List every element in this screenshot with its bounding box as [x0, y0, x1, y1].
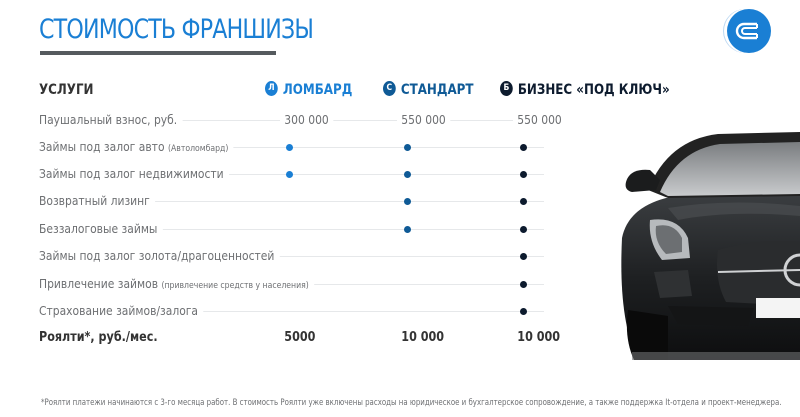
- page-title: СТОИМОСТЬ ФРАНШИЗЫ: [39, 14, 314, 45]
- table-row: Займы под залог золота/драгоценностей: [39, 246, 544, 266]
- value-standard: 550 000: [397, 112, 451, 127]
- included-dot-standard: [404, 226, 411, 233]
- company-logo-icon: [727, 9, 771, 53]
- included-dot-standard: [404, 171, 411, 178]
- row-label: Паушальный взнос, руб.: [39, 112, 183, 127]
- table-row: Паушальный взнос, руб. 300 000 550 000 5…: [39, 110, 567, 130]
- row-note: (привлечение средств у населения): [161, 281, 309, 291]
- services-header: УСЛУГИ: [39, 82, 94, 98]
- plan-header-business: Б БИЗНЕС «ПОД КЛЮЧ»: [500, 80, 670, 98]
- plan-badge-icon: Л: [265, 80, 278, 96]
- included-dot-business: [520, 198, 527, 205]
- row-label: Привлечение займов (привлечение средств …: [39, 276, 314, 291]
- table-row: Привлечение займов (привлечение средств …: [39, 274, 544, 294]
- royalty-label: Роялти*, руб./мес.: [39, 330, 163, 345]
- plan-header-standard: С СТАНДАРТ: [383, 80, 474, 98]
- value-business: 550 000: [513, 112, 567, 127]
- included-dot-business: [520, 171, 527, 178]
- row-divider: [39, 229, 544, 230]
- title-underline: [40, 51, 276, 55]
- included-dot-business: [520, 144, 527, 151]
- row-label: Страхование займов/залога: [39, 303, 204, 318]
- table-row: Возвратный лизинг: [39, 191, 544, 211]
- included-dot-business: [520, 281, 527, 288]
- row-divider: [39, 201, 544, 202]
- row-divider: [39, 311, 544, 312]
- table-row: Страхование займов/залога: [39, 301, 544, 321]
- plan-name: БИЗНЕС «ПОД КЛЮЧ»: [517, 82, 670, 98]
- royalty-standard: 10 000: [397, 330, 449, 345]
- royalty-lombard: 5000: [280, 330, 320, 345]
- row-label: Займы под залог золота/драгоценностей: [39, 248, 280, 263]
- plan-name: СТАНДАРТ: [400, 82, 474, 98]
- included-dot-lombard: [286, 144, 293, 151]
- row-note: (Автоломбард): [167, 144, 229, 154]
- row-label: Беззалоговые займы: [39, 221, 163, 236]
- row-divider: [39, 256, 544, 257]
- included-dot-lombard: [286, 171, 293, 178]
- car-image: [608, 120, 800, 375]
- row-label: Займы под залог авто (Автоломбард): [39, 139, 234, 154]
- row-label: Возвратный лизинг: [39, 193, 156, 208]
- row-label: Займы под залог недвижимости: [39, 166, 229, 181]
- included-dot-standard: [404, 144, 411, 151]
- table-row: Беззалоговые займы: [39, 219, 544, 239]
- table-row: Займы под залог авто (Автоломбард): [39, 137, 544, 157]
- value-lombard: 300 000: [280, 112, 334, 127]
- footnote: *Роялти платежи начинаются с 3-го месяца…: [41, 398, 782, 408]
- table-row: Займы под залог недвижимости: [39, 164, 544, 184]
- plan-badge-icon: Б: [500, 80, 513, 96]
- royalty-row: Роялти*, руб./мес. 5000 10 000 10 000: [39, 328, 565, 348]
- included-dot-business: [520, 308, 527, 315]
- included-dot-standard: [404, 198, 411, 205]
- plan-header-lombard: Л ЛОМБАРД: [265, 80, 353, 98]
- included-dot-business: [520, 226, 527, 233]
- plan-badge-icon: С: [383, 80, 396, 96]
- royalty-business: 10 000: [513, 330, 565, 345]
- plan-name: ЛОМБАРД: [282, 82, 353, 98]
- included-dot-business: [520, 253, 527, 260]
